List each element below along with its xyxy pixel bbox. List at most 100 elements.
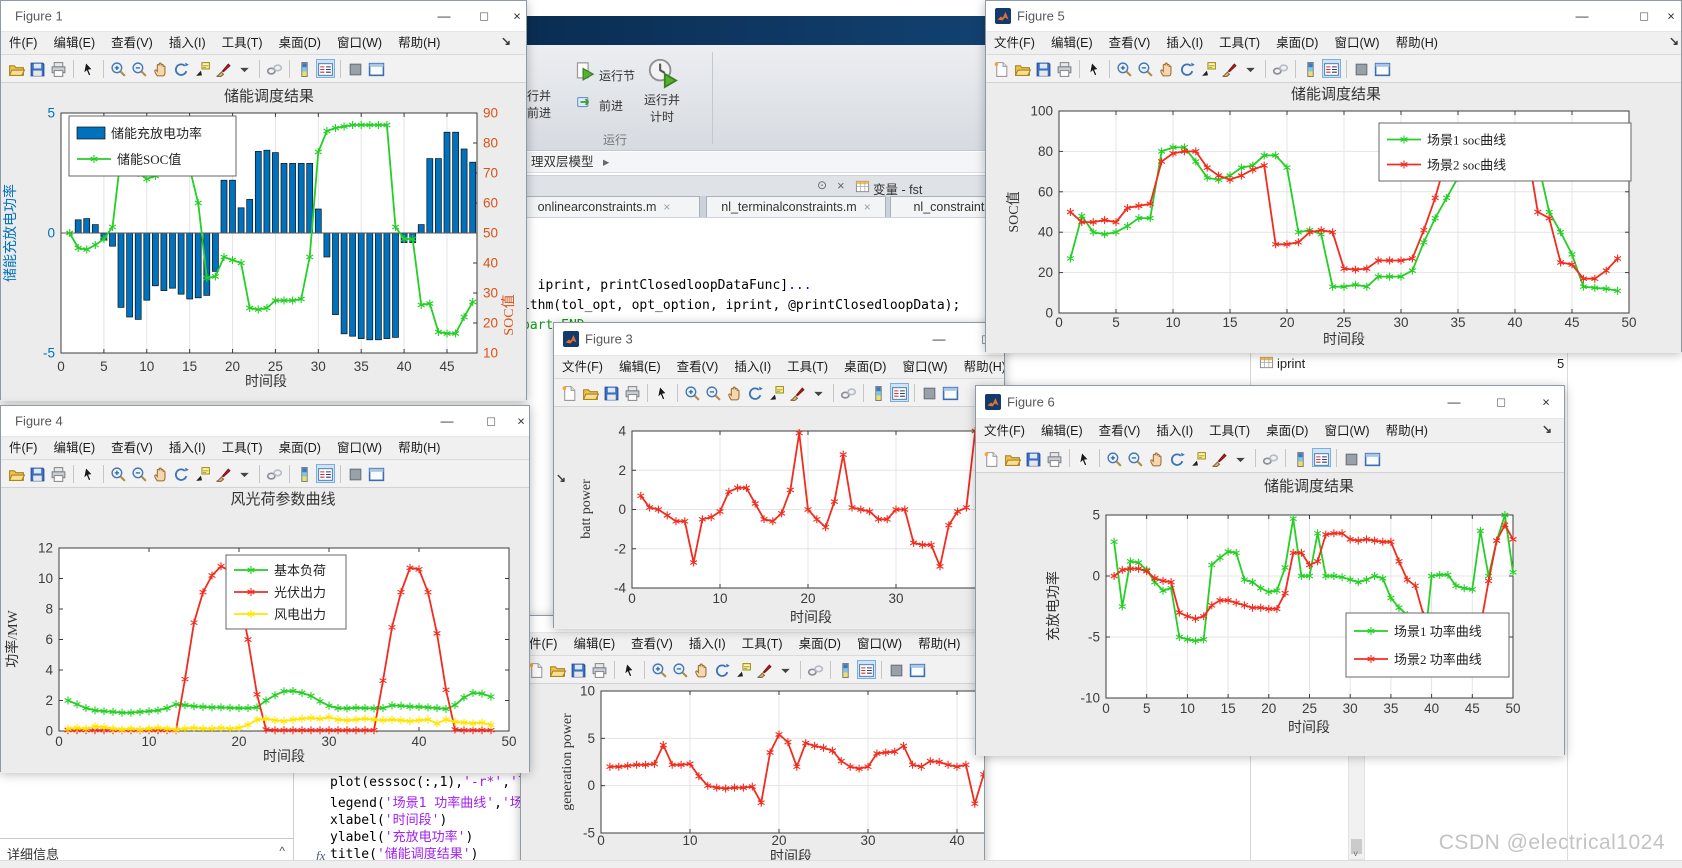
rotate-icon[interactable] <box>173 465 190 482</box>
plottools-icon[interactable] <box>347 60 364 77</box>
menu-item-工具(T)[interactable]: 工具(T) <box>1219 36 1261 50</box>
link-icon[interactable] <box>266 60 283 77</box>
menu-item-桌面(D)[interactable]: 桌面(D) <box>1276 36 1319 50</box>
open-icon[interactable] <box>8 465 26 482</box>
colorbar-icon[interactable] <box>1302 60 1319 78</box>
save-icon[interactable] <box>29 60 46 77</box>
open-icon[interactable] <box>582 384 600 401</box>
menu-item-桌面(D)[interactable]: 桌面(D) <box>278 441 321 455</box>
menu-item-帮助(H)[interactable]: 帮助(H) <box>398 36 441 50</box>
zoom-out-icon[interactable] <box>131 465 148 482</box>
zoom-in-icon[interactable] <box>110 465 127 482</box>
plottools-on-icon[interactable] <box>942 384 959 401</box>
pan-icon[interactable] <box>726 384 743 401</box>
cursor-icon[interactable] <box>621 661 638 678</box>
fig6-titlebar[interactable]: Figure 6 — □ × <box>976 386 1564 419</box>
dock-figure-icon[interactable]: ↘ <box>501 34 512 48</box>
run-section-icon[interactable] <box>575 61 595 81</box>
command-window-panel[interactable]: plot(esssoc(:,1),'-r*','linewidth'legend… <box>294 772 596 867</box>
datacursor-icon[interactable] <box>194 465 211 482</box>
workspace-variable-name[interactable]: iprint <box>1277 356 1306 371</box>
caret-icon[interactable] <box>236 465 253 482</box>
newdoc-icon[interactable] <box>561 384 578 402</box>
maximize-button[interactable]: □ <box>1640 8 1648 24</box>
zoom-out-icon[interactable] <box>705 384 722 401</box>
maximize-button[interactable]: □ <box>487 413 495 429</box>
menu-item-桌面(D)[interactable]: 桌面(D) <box>844 360 887 374</box>
save-icon[interactable] <box>1035 60 1052 77</box>
legend-icon[interactable] <box>890 383 909 403</box>
menu-item-桌面(D)[interactable]: 桌面(D) <box>798 637 841 651</box>
menu-item-桌面(D)[interactable]: 桌面(D) <box>278 36 321 50</box>
print-icon[interactable] <box>50 465 67 483</box>
link-icon[interactable] <box>266 465 283 482</box>
cursor-icon[interactable] <box>1086 60 1103 77</box>
colorbar-icon[interactable] <box>296 465 313 483</box>
pan-icon[interactable] <box>693 661 710 678</box>
zoom-in-icon[interactable] <box>110 60 127 77</box>
brush-icon[interactable] <box>789 384 806 402</box>
brush-icon[interactable] <box>756 661 773 679</box>
plottools-icon[interactable] <box>347 465 364 482</box>
scrollbar-down-arrow-icon[interactable]: ˅ <box>1353 849 1359 859</box>
minimize-button[interactable]: — <box>1447 394 1461 410</box>
zoom-out-icon[interactable] <box>1127 449 1144 467</box>
menu-item-文件(F)[interactable]: 文件(F) <box>994 36 1035 50</box>
menu-item-工具(T)[interactable]: 工具(T) <box>221 441 263 455</box>
menu-item-工具(T)[interactable]: 工具(T) <box>741 637 783 651</box>
datacursor-icon[interactable] <box>1200 60 1217 77</box>
menu-item-件(F)[interactable]: 件(F) <box>9 441 38 455</box>
rotate-icon[interactable] <box>173 60 190 77</box>
plottools-on-icon[interactable] <box>1374 60 1391 77</box>
menu-item-帮助(H)[interactable]: 帮助(H) <box>963 360 1004 374</box>
menu-item-插入(I)[interactable]: 插入(I) <box>1156 424 1194 438</box>
run-and-time-icon[interactable] <box>647 57 678 89</box>
menu-item-工具(T)[interactable]: 工具(T) <box>1209 424 1251 438</box>
menu-item-文件(F)[interactable]: 文件(F) <box>984 424 1025 438</box>
code-line[interactable]: ithm(tol_opt, opt_option, iprint, @print… <box>522 298 961 313</box>
brush-icon[interactable] <box>215 465 232 483</box>
menu-item-窗口(W)[interactable]: 窗口(W) <box>856 637 903 651</box>
fig4-titlebar[interactable]: Figure 4 — □ × <box>1 406 529 437</box>
newdoc-icon[interactable] <box>983 449 1000 468</box>
menu-item-编辑(E)[interactable]: 编辑(E) <box>1040 424 1083 438</box>
open-icon[interactable] <box>1014 60 1032 77</box>
menu-item-插入(I)[interactable]: 插入(I) <box>168 36 206 50</box>
breadcrumb-path[interactable]: 理双层模型 <box>531 155 594 169</box>
datacursor-icon[interactable] <box>768 384 785 401</box>
cursor-icon[interactable] <box>654 384 671 401</box>
menu-item-编辑(E)[interactable]: 编辑(E) <box>573 637 616 651</box>
close-button[interactable]: × <box>1667 8 1675 24</box>
rotate-icon[interactable] <box>1179 60 1196 77</box>
menu-item-编辑(E)[interactable]: 编辑(E) <box>1050 36 1093 50</box>
plottools-on-icon[interactable] <box>368 465 385 482</box>
menu-item-查看(V)[interactable]: 查看(V) <box>1108 36 1151 50</box>
menu-item-编辑(E)[interactable]: 编辑(E) <box>53 441 96 455</box>
cursor-icon[interactable] <box>80 465 97 482</box>
menu-item-桌面(D)[interactable]: 桌面(D) <box>1266 424 1309 438</box>
pan-icon[interactable] <box>152 60 169 77</box>
print-icon[interactable] <box>624 384 641 402</box>
scrollbar-thumb[interactable] <box>1351 839 1362 854</box>
minimize-button[interactable]: — <box>440 413 454 429</box>
link-icon[interactable] <box>840 384 857 401</box>
editor-tab-onlinearconstraints.m[interactable]: onlinearconstraints.m × <box>508 196 700 217</box>
print-icon[interactable] <box>50 60 67 78</box>
newdoc-icon[interactable] <box>993 60 1010 78</box>
zoom-out-icon[interactable] <box>1137 60 1154 77</box>
colorbar-icon[interactable] <box>1292 449 1309 468</box>
editor-tab-nl_terminalconstraints.m[interactable]: nl_terminalconstraints.m × <box>706 196 886 217</box>
rotate-icon[interactable] <box>747 384 764 401</box>
plottools-icon[interactable] <box>888 661 905 678</box>
brush-icon[interactable] <box>1221 60 1238 78</box>
menu-item-查看(V)[interactable]: 查看(V) <box>111 36 153 50</box>
menu-item-窗口(W)[interactable]: 窗口(W) <box>1324 424 1370 438</box>
plottools-on-icon[interactable] <box>1364 449 1381 467</box>
dock-figure-icon[interactable]: ↘ <box>1669 34 1680 48</box>
plottools-icon[interactable] <box>921 384 938 401</box>
legend-icon[interactable] <box>857 660 876 680</box>
colorbar-icon[interactable] <box>296 60 313 78</box>
legend-icon[interactable] <box>1322 59 1341 79</box>
cursor-icon[interactable] <box>80 60 97 77</box>
panel-menu-icon[interactable]: ⊙ <box>817 178 828 192</box>
